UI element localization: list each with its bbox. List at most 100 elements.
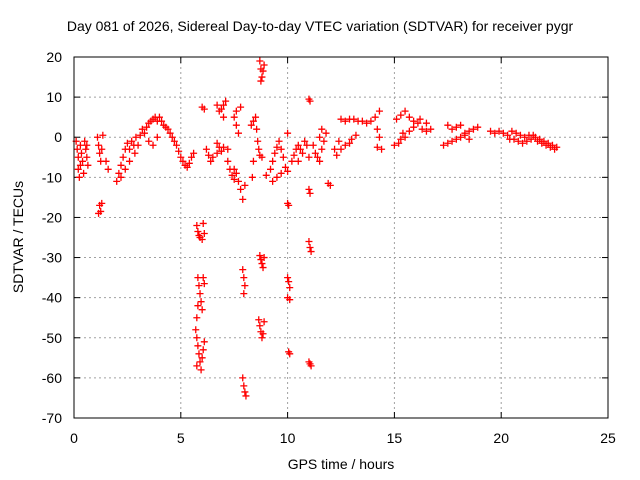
data-point [410, 123, 418, 131]
data-point [307, 248, 315, 256]
data-point [166, 129, 174, 137]
data-point [95, 141, 103, 149]
data-point [95, 209, 103, 217]
data-point [314, 153, 322, 161]
data-point [253, 125, 261, 133]
data-point [195, 350, 203, 358]
data-point [193, 221, 201, 229]
data-point [427, 125, 435, 133]
data-point [115, 169, 123, 177]
data-point [440, 141, 448, 149]
data-point [74, 165, 82, 173]
data-point [514, 137, 522, 145]
data-point [93, 133, 101, 141]
data-point [213, 139, 221, 147]
data-point [200, 338, 208, 346]
data-point [200, 229, 208, 237]
data-point [232, 121, 240, 129]
data-point [249, 157, 257, 165]
data-point [131, 149, 139, 157]
data-point [76, 141, 84, 149]
data-point [164, 125, 172, 133]
data-point [316, 157, 324, 165]
data-point [311, 149, 319, 157]
data-point [337, 145, 345, 153]
data-point [143, 123, 151, 131]
data-point [519, 139, 527, 147]
y-tick-label: -70 [42, 410, 62, 426]
data-point [140, 129, 148, 137]
data-point [529, 131, 537, 139]
data-point [75, 173, 83, 181]
data-point [234, 129, 242, 137]
data-point [401, 107, 409, 115]
data-point [256, 252, 264, 260]
data-point [534, 137, 542, 145]
data-point [199, 274, 207, 282]
data-point [228, 171, 236, 179]
data-point [239, 266, 247, 274]
data-point [521, 133, 529, 141]
data-point [277, 145, 285, 153]
data-point [410, 117, 418, 125]
x-tick-label: 5 [177, 430, 185, 446]
data-point [74, 153, 82, 161]
data-point [258, 334, 266, 342]
data-point [220, 143, 228, 151]
data-point [285, 201, 293, 209]
data-point [259, 330, 267, 338]
data-point [79, 157, 87, 165]
data-point [207, 157, 215, 165]
data-point [290, 151, 298, 159]
data-point [418, 125, 426, 133]
data-point [252, 113, 260, 121]
data-point [273, 173, 281, 181]
data-point [457, 121, 465, 129]
data-point [197, 366, 205, 374]
data-point [309, 141, 317, 149]
data-point [199, 219, 207, 227]
data-point [405, 127, 413, 135]
data-point [96, 149, 104, 157]
data-point [333, 151, 341, 159]
data-point [457, 133, 465, 141]
data-point [260, 254, 268, 262]
data-point [193, 334, 201, 342]
data-point [126, 145, 134, 153]
data-point [331, 145, 339, 153]
data-point [194, 302, 202, 310]
data-point [102, 157, 110, 165]
data-point [510, 135, 518, 143]
data-point [401, 133, 409, 141]
data-point [318, 125, 326, 133]
data-point [495, 127, 503, 135]
data-point [516, 131, 524, 139]
data-point [198, 236, 206, 244]
data-point [352, 131, 360, 139]
data-point [448, 125, 456, 133]
data-point [422, 119, 430, 127]
data-point [217, 105, 225, 113]
data-point [224, 157, 232, 165]
data-point [82, 145, 90, 153]
data-point [260, 318, 268, 326]
y-tick-label: -20 [42, 209, 62, 225]
y-tick-label: 20 [46, 49, 62, 65]
data-point [104, 165, 112, 173]
data-point [247, 121, 255, 129]
data-point [239, 374, 247, 382]
data-point [286, 350, 294, 358]
data-point [117, 173, 125, 181]
data-point [395, 139, 403, 147]
data-point [271, 149, 279, 157]
data-point [294, 157, 302, 165]
data-point [474, 123, 482, 131]
y-tick-label: 10 [46, 89, 62, 105]
data-point [209, 153, 217, 161]
data-point [200, 105, 208, 113]
data-point [119, 153, 127, 161]
data-point [286, 296, 294, 304]
data-point [193, 362, 201, 370]
data-point [76, 161, 84, 169]
